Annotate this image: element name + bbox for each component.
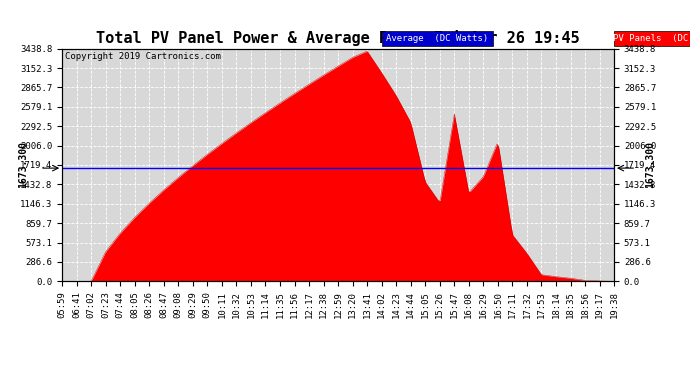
Title: Total PV Panel Power & Average Power Fri Apr 26 19:45: Total PV Panel Power & Average Power Fri… [97, 30, 580, 46]
FancyBboxPatch shape [382, 32, 493, 46]
FancyBboxPatch shape [614, 32, 690, 46]
Text: Average  (DC Watts): Average (DC Watts) [386, 34, 489, 44]
Text: 1673.300: 1673.300 [19, 141, 28, 189]
Text: PV Panels  (DC Watts): PV Panels (DC Watts) [613, 34, 690, 44]
Text: Copyright 2019 Cartronics.com: Copyright 2019 Cartronics.com [65, 52, 221, 61]
Text: 1673.300: 1673.300 [645, 141, 655, 189]
